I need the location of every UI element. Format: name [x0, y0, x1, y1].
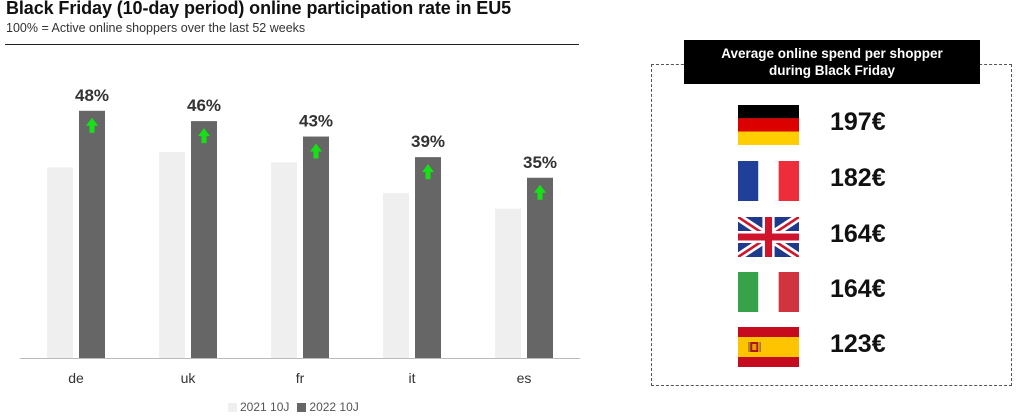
spend-row-italy: 164€	[738, 272, 998, 314]
bar-2022-it	[415, 157, 441, 358]
bar-2022-uk	[191, 121, 217, 358]
spend-row-france: 182€	[738, 161, 998, 203]
legend-swatch-2021	[228, 402, 237, 412]
bar-2021-de	[47, 167, 73, 358]
bar-2022-es	[527, 177, 553, 358]
x-tick-label-uk: uk	[181, 370, 197, 386]
up-arrow-icon	[310, 143, 322, 159]
x-tick-label-fr: fr	[296, 370, 305, 386]
spend-amount-germany: 197€	[830, 108, 886, 136]
spend-panel-title-line1: Average online spend per shopper	[721, 46, 943, 61]
up-arrow-icon	[534, 184, 546, 200]
data-label-2022-es: 35%	[523, 153, 557, 172]
x-tick-label-es: es	[517, 370, 532, 386]
chart-legend: 2021 10J 2022 10J	[228, 400, 367, 414]
spend-row-uk: 164€	[738, 217, 998, 259]
bar-chart: 48% de 46% uk 43% fr 39% it 35% es	[20, 86, 580, 386]
legend-label-2021: 2021 10J	[240, 400, 290, 414]
bar-2021-es	[495, 208, 521, 358]
legend-swatch-2022	[297, 402, 307, 412]
uk-flag-icon	[738, 217, 799, 257]
bar-2022-de	[79, 110, 105, 358]
spend-amount-france: 182€	[830, 164, 886, 192]
title-divider	[5, 44, 579, 45]
spend-amount-uk: 164€	[830, 220, 886, 248]
germany-flag-icon	[738, 105, 799, 145]
spend-amount-italy: 164€	[830, 275, 886, 303]
france-flag-icon	[738, 161, 799, 201]
legend-label-2022: 2022 10J	[309, 400, 359, 414]
bar-2021-fr	[271, 162, 297, 358]
spend-row-spain: 123€	[738, 327, 998, 369]
spend-panel-title-line2: during Black Friday	[768, 63, 896, 78]
up-arrow-icon	[422, 164, 434, 180]
spend-panel-title: Average online spend per shopper during …	[684, 40, 980, 84]
spend-amount-spain: 123€	[830, 330, 886, 358]
x-tick-label-de: de	[68, 370, 84, 386]
legend-item-2022: 2022 10J	[297, 400, 359, 414]
chart-subtitle: 100% = Active online shoppers over the l…	[6, 21, 306, 35]
bar-2021-uk	[159, 152, 185, 358]
data-label-2022-de: 48%	[75, 86, 109, 105]
data-label-2022-it: 39%	[411, 132, 445, 151]
up-arrow-icon	[198, 128, 210, 144]
data-label-2022-fr: 43%	[299, 112, 333, 131]
spend-row-germany: 197€	[738, 105, 998, 147]
bar-2022-fr	[303, 136, 329, 358]
data-label-2022-uk: 46%	[187, 96, 221, 115]
bar-2021-it	[383, 193, 409, 358]
x-tick-label-it: it	[409, 370, 416, 386]
spain-flag-icon	[738, 327, 799, 367]
chart-title: Black Friday (10-day period) online part…	[6, 0, 512, 18]
italy-flag-icon	[738, 272, 799, 312]
legend-item-2021: 2021 10J	[228, 400, 289, 414]
up-arrow-icon	[86, 117, 98, 133]
